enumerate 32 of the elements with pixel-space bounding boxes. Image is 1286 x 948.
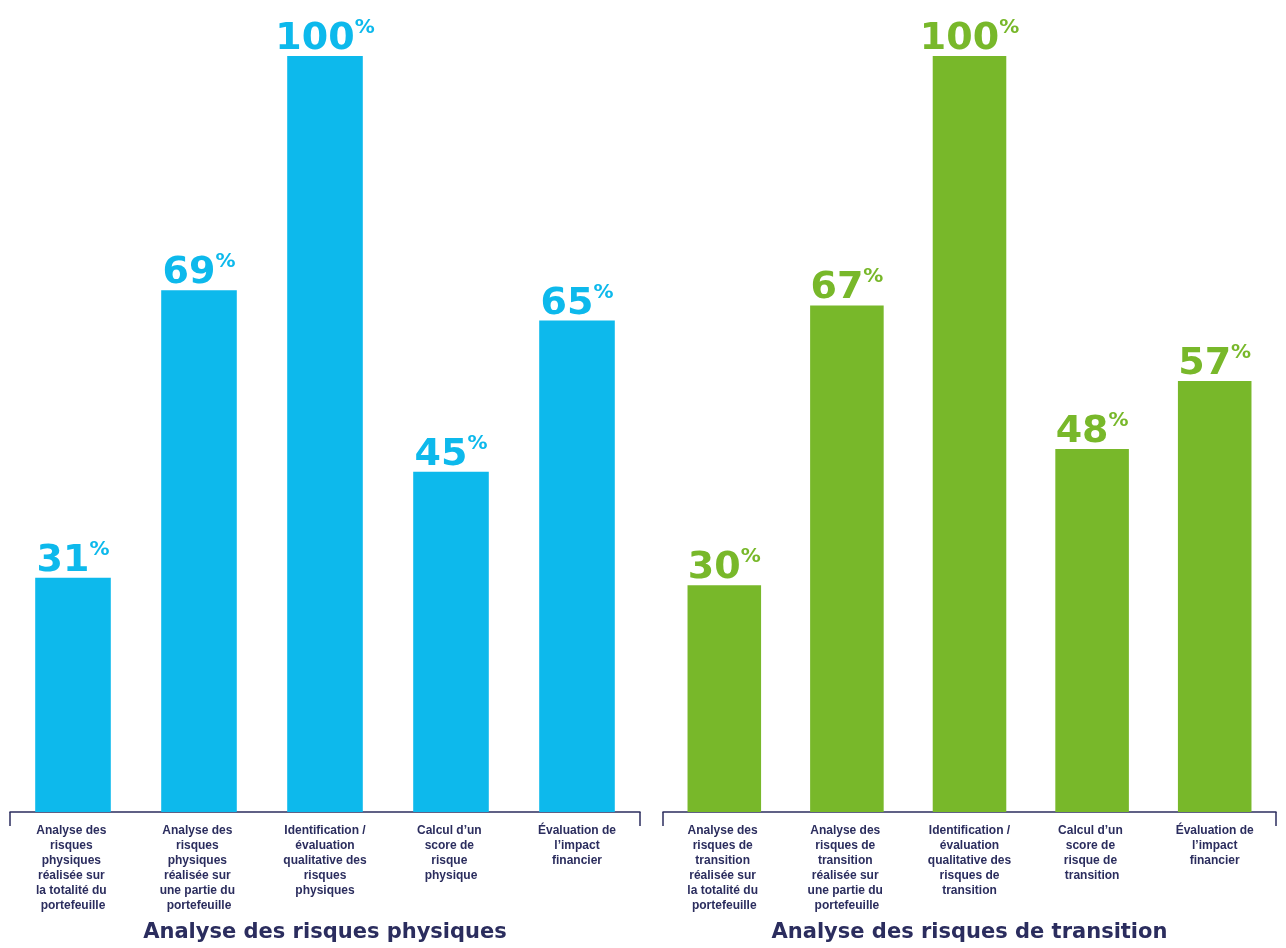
bar bbox=[932, 56, 1007, 812]
x-tick-label: Évaluation de l’impact financier bbox=[1175, 821, 1255, 867]
x-tick-label: Analyse des risques de transition réalisée sur la totalité du portefeuille bbox=[687, 822, 762, 912]
bar bbox=[539, 320, 615, 812]
x-tick-label: Calcul d’un score de risque physique bbox=[416, 822, 486, 882]
data-label: 67% bbox=[810, 263, 884, 308]
x-tick-label: Analyse des risques de transition réalisée sur une partie du portefeuille bbox=[807, 822, 887, 912]
x-tick-label: Identification / évaluation qualitative des risques physiques bbox=[283, 822, 367, 897]
data-label: 48% bbox=[1055, 407, 1129, 452]
data-label: 31% bbox=[36, 535, 110, 580]
bar bbox=[1177, 381, 1252, 812]
bar bbox=[161, 290, 237, 812]
bar bbox=[810, 305, 884, 812]
data-label: 65% bbox=[540, 278, 614, 323]
x-tick-label: Identification / évaluation qualitative des risques de transition bbox=[927, 822, 1012, 897]
bar bbox=[413, 471, 489, 812]
data-label: 100% bbox=[275, 14, 375, 58]
bar bbox=[287, 56, 363, 812]
text: Analyse des risques de transition bbox=[771, 918, 1168, 943]
data-label: 45% bbox=[414, 429, 488, 474]
x-tick-label: Évaluation de l’impact financier bbox=[537, 821, 617, 867]
text: Analyse des risques physiques bbox=[143, 918, 507, 943]
bar bbox=[1055, 449, 1129, 812]
x-tick-label: Calcul d’un score de risque de transition bbox=[1058, 822, 1127, 882]
data-label: 30% bbox=[687, 543, 761, 588]
data-label: 57% bbox=[1178, 339, 1252, 384]
data-label: 100% bbox=[919, 14, 1020, 58]
bar bbox=[687, 585, 762, 812]
bar bbox=[35, 577, 111, 812]
data-label: 69% bbox=[162, 248, 236, 293]
x-tick-label: Analyse des risques physiques réalisée sur une partie du portefeuille bbox=[159, 822, 239, 912]
x-tick-label: Analyse des risques physiques réalisée sur la totalité du portefeuille bbox=[35, 822, 111, 912]
